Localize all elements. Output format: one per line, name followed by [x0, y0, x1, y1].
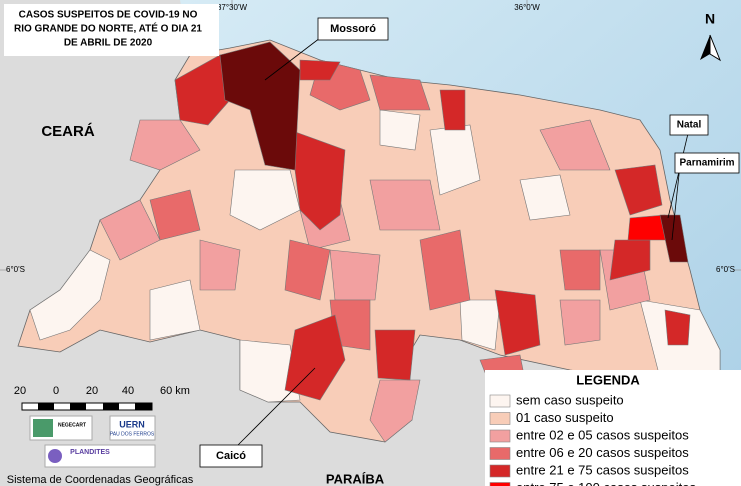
municipality: [664, 309, 691, 346]
legend-label: entre 75 e 100 casos suspeitos: [516, 480, 696, 486]
municipality: [174, 54, 231, 126]
logo-text: PAU DOS FERROS: [110, 431, 155, 437]
north-label: N: [705, 11, 715, 27]
place-label: Parnamirim: [679, 158, 734, 169]
title: CASOS SUSPEITOS DE COVID-19 NO: [19, 10, 198, 21]
municipalities: [17, 39, 721, 443]
title: RIO GRANDE DO NORTE, ATÉ O DIA 21: [14, 22, 202, 35]
municipality: [219, 41, 301, 171]
lat-label: 6°0'S: [716, 265, 735, 274]
municipality: [369, 74, 431, 111]
scale-bar: [21, 402, 153, 411]
scale-label: 60 km: [160, 385, 190, 397]
footer: Sistema de Coordenadas Geográficas: [7, 474, 194, 486]
municipality: [129, 119, 201, 171]
graticule: [0, 0, 741, 271]
legend-label: 01 caso suspeito: [516, 410, 614, 425]
municipality: [459, 299, 501, 351]
logos: [29, 415, 156, 468]
logo-text: NEGECART: [58, 422, 86, 428]
municipality: [369, 179, 441, 231]
municipality: [29, 249, 111, 341]
place-label: Caicó: [216, 450, 246, 462]
lon-label: 37°30'W: [217, 3, 248, 12]
municipality: [439, 89, 466, 131]
municipality: [419, 229, 471, 311]
municipality: [494, 289, 541, 356]
callouts: [199, 17, 740, 468]
legend-swatch: [489, 482, 511, 486]
municipality: [199, 239, 241, 291]
municipality: [229, 169, 301, 231]
municipality: [284, 239, 331, 301]
municipality: [149, 189, 201, 241]
municipality: [519, 174, 571, 221]
legend-swatch: [489, 412, 511, 425]
lon-label: 36°0'W: [514, 3, 540, 12]
state-label: PARAÍBA: [326, 471, 385, 486]
municipality: [284, 314, 346, 401]
municipality: [369, 379, 421, 443]
municipality: [659, 214, 689, 263]
title-box: [4, 4, 219, 56]
scale-label: 20: [14, 385, 26, 397]
municipality: [374, 329, 416, 381]
state-label: CEARÁ: [41, 123, 95, 140]
logo-text: UERN: [119, 419, 145, 429]
municipality: [379, 109, 421, 151]
place-label: Natal: [677, 120, 702, 131]
legend-label: sem caso suspeito: [516, 392, 624, 407]
municipality: [289, 129, 346, 231]
ocean: [180, 0, 741, 486]
logo-text: PLANDITES: [70, 449, 110, 456]
legend-label: entre 06 e 20 casos suspeitos: [516, 445, 689, 460]
legend-swatch: [489, 429, 511, 443]
legend-swatch: [489, 464, 511, 478]
place-label: Mossoró: [330, 23, 376, 35]
municipality: [614, 164, 663, 216]
legend: sem caso suspeito 01 caso suspeito entre 0…: [485, 370, 741, 486]
lat-label: 6°0'S: [6, 265, 25, 274]
legend-swatch: [489, 447, 511, 460]
legend-label: entre 21 e 75 casos suspeitos: [516, 462, 689, 477]
municipality: [559, 299, 601, 346]
municipality: [539, 119, 611, 171]
scale-label: 20: [86, 385, 98, 397]
municipality: [329, 249, 381, 301]
municipality: [559, 249, 601, 291]
municipality: [149, 279, 201, 341]
north-arrow: [700, 34, 722, 62]
legend-title: LEGENDA: [576, 372, 640, 387]
legend-swatch: [489, 394, 511, 408]
scale-label: 40: [122, 385, 134, 397]
title: DE ABRIL DE 2020: [64, 38, 153, 49]
scale-label: 0: [53, 385, 59, 397]
municipality: [239, 339, 301, 403]
legend-label: entre 02 e 05 casos suspeitos: [516, 427, 689, 442]
